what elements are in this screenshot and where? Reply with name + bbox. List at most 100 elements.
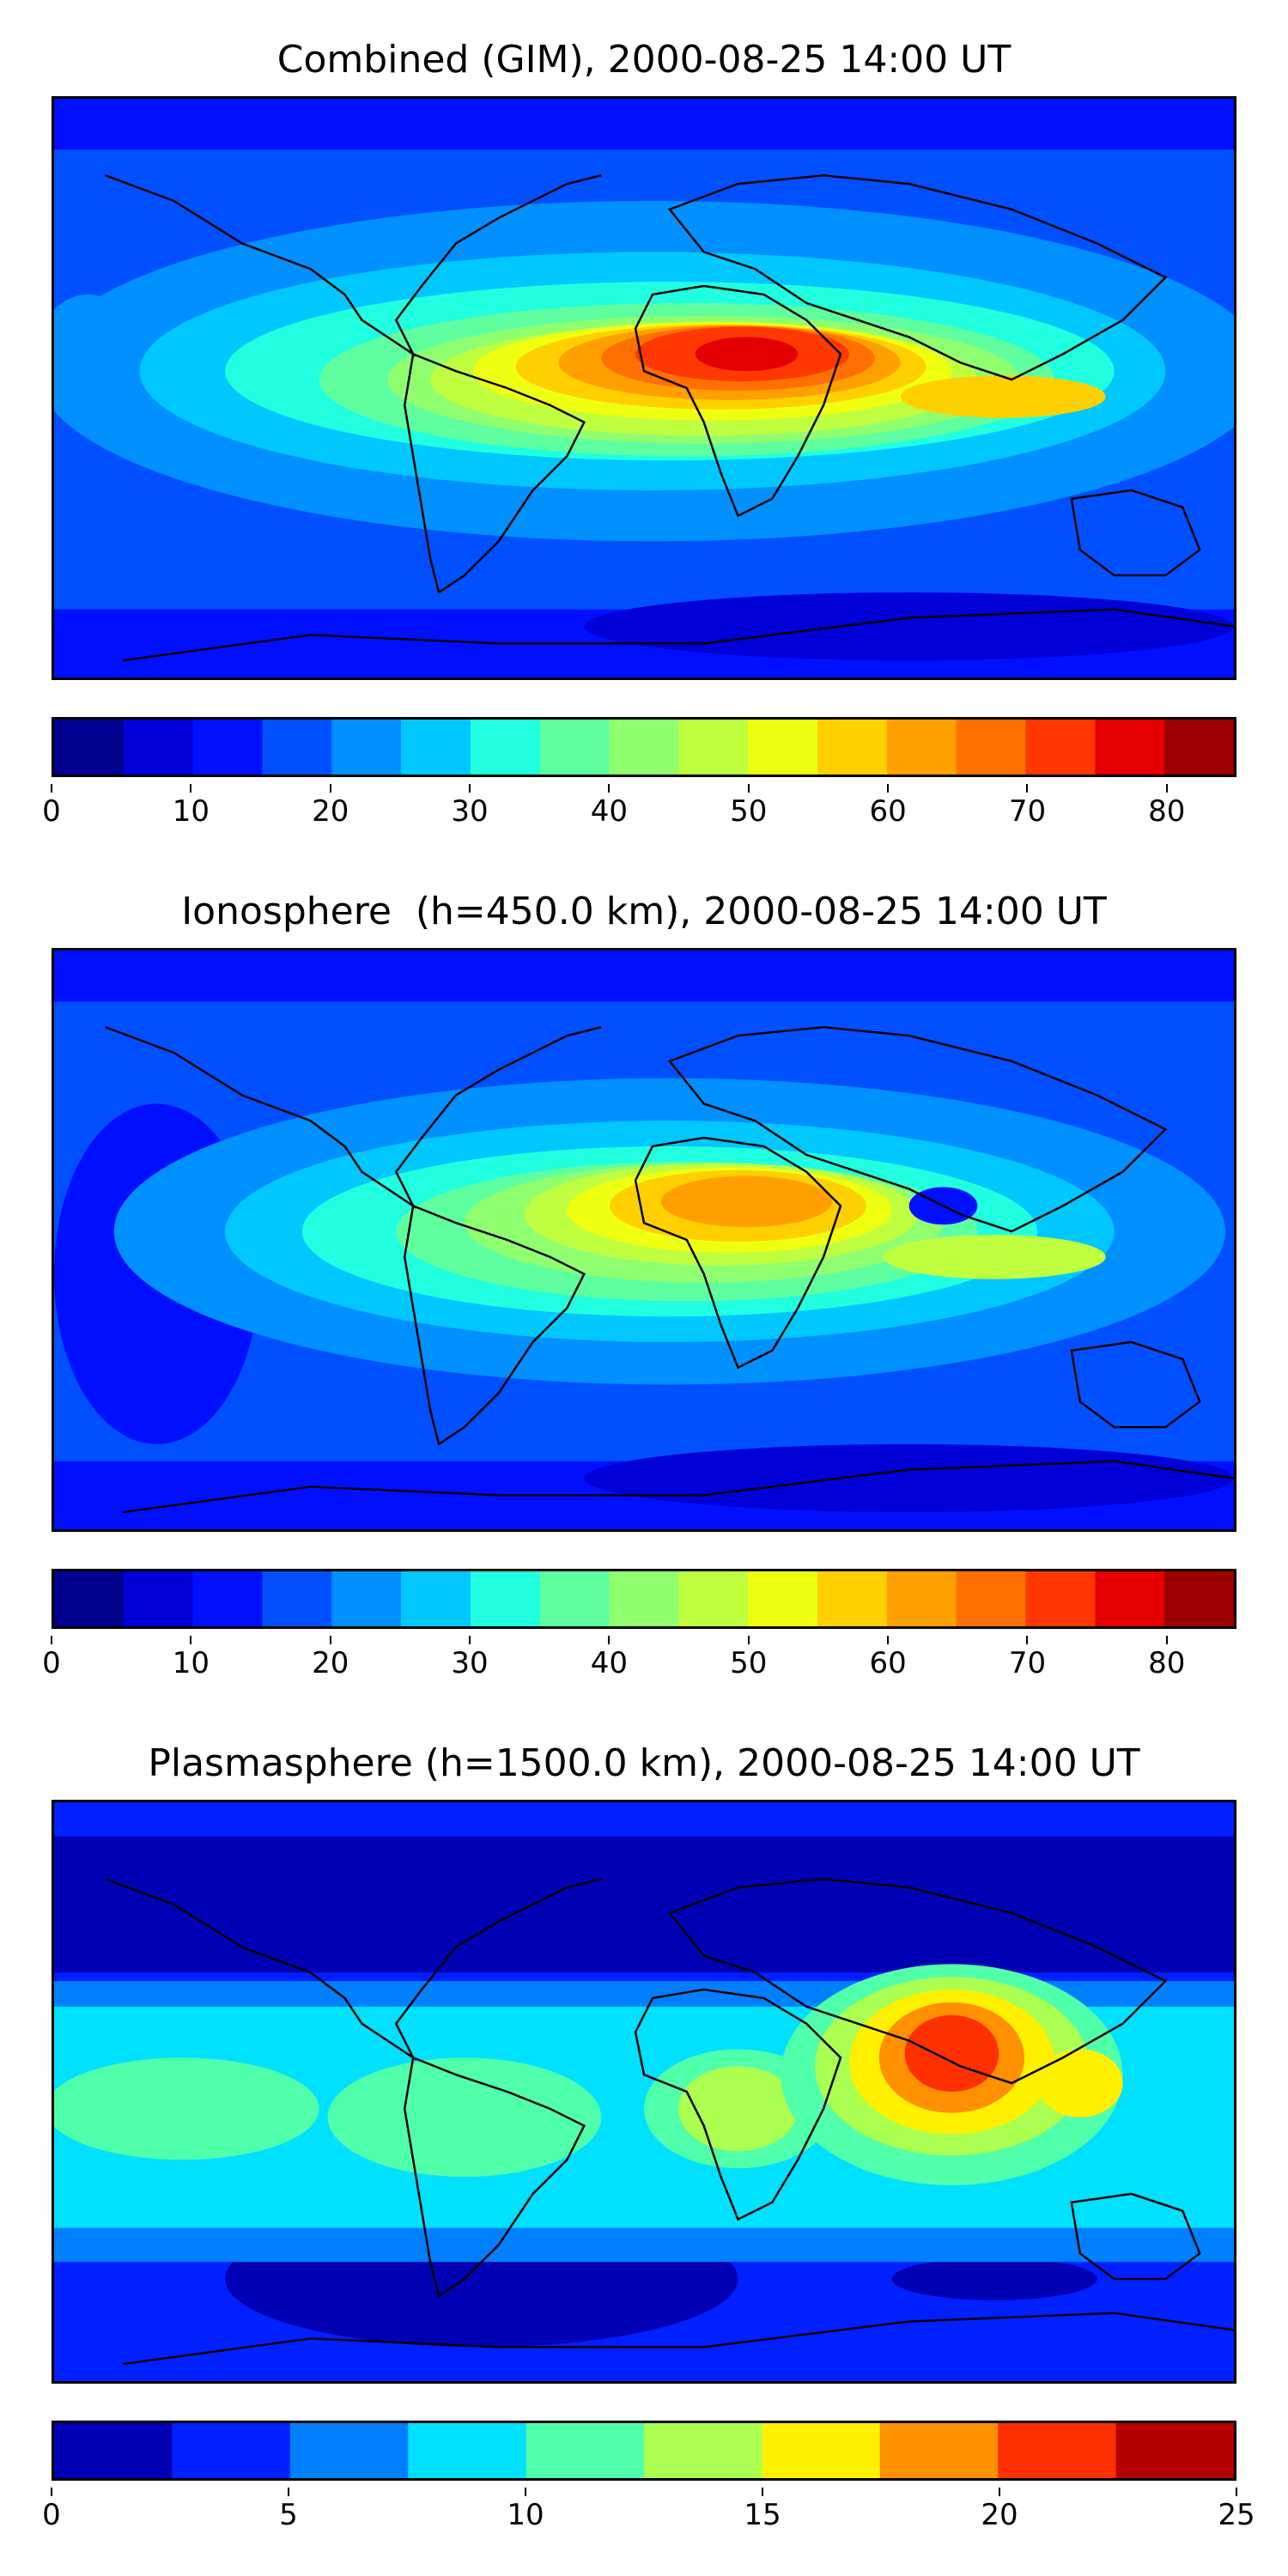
colorbar-segment	[192, 1571, 263, 1626]
colorbar-tick-label: 20	[312, 1646, 349, 1680]
colorbar-tick-mark	[999, 2488, 1000, 2496]
colorbar-segment	[678, 1571, 749, 1626]
colorbar-tick-label: 0	[42, 794, 61, 829]
colorbar-tick-mark	[747, 784, 750, 793]
colorbar-tick-mark	[887, 784, 890, 793]
colorbar-segment	[678, 720, 749, 775]
colorbar-segment	[748, 720, 818, 775]
colorbar-segment	[879, 2423, 999, 2478]
colorbar-tick-mark	[51, 1636, 52, 1644]
colorbar-segment	[956, 1571, 1027, 1626]
colorbar-ticks-combined: 0 10 20 30 40 50 60 70 80	[42, 784, 1236, 837]
colorbar-tick-label: 80	[1148, 1646, 1186, 1680]
colorbar-tick-mark	[288, 2488, 289, 2496]
colorbar-ticks-plasmasphere: 0 5 10 15 20 25	[42, 2488, 1255, 2541]
colorbar-segment	[1025, 720, 1096, 775]
colorbar-segment	[956, 720, 1027, 775]
colorbar-segment	[54, 1571, 125, 1626]
colorbar-segment	[331, 1571, 402, 1626]
colorbar-tick-mark	[190, 1636, 192, 1644]
colorbar-segment	[408, 2423, 527, 2478]
colorbar-segment	[539, 720, 611, 775]
colorbar-segment	[526, 2423, 645, 2478]
colorbar-tick-label: 20	[312, 794, 349, 829]
colorbar-tick-label: 20	[981, 2498, 1018, 2532]
colorbar-segment	[172, 2423, 291, 2478]
colorbar-segment	[470, 1571, 541, 1626]
colorbar-tick-label: 70	[1008, 1646, 1047, 1680]
colorbar-segment	[1025, 1571, 1096, 1626]
map-combined-tec	[52, 96, 1236, 680]
colorbar-segment	[609, 1571, 679, 1626]
colorbar-segment	[123, 720, 194, 775]
colorbar-tick-label: 50	[730, 794, 768, 829]
colorbar-tick-mark	[190, 784, 192, 793]
colorbar-segment	[289, 2423, 409, 2478]
colorbar-tick-mark	[747, 1636, 750, 1644]
colorbar-tick-mark	[608, 784, 611, 793]
colorbar-tick-label: 5	[279, 2498, 298, 2532]
colorbar-segment	[609, 720, 679, 775]
colorbar-segment	[123, 1571, 194, 1626]
colorbar-segment	[644, 2423, 762, 2478]
colorbar-ionosphere	[52, 1569, 1236, 1629]
panel-title-ionosphere: Ionosphere (h=450.0 km), 2000-08-25 14:0…	[181, 890, 1107, 933]
colorbar-tick-label: 30	[451, 1646, 489, 1680]
colorbar-tick-label: 10	[172, 794, 210, 829]
colorbar-segment	[470, 720, 541, 775]
colorbar-tick-label: 25	[1218, 2498, 1255, 2532]
colorbar-segment	[762, 2423, 881, 2478]
colorbar-tick-mark	[51, 2488, 52, 2496]
colorbar-tick-mark	[1165, 1636, 1168, 1644]
colorbar-segment	[1095, 1571, 1165, 1626]
colorbar-segment	[401, 720, 471, 775]
colorbar-segment	[1164, 1571, 1234, 1626]
colorbar-segment	[331, 720, 402, 775]
colorbar-tick-label: 0	[42, 1646, 61, 1680]
panel-title-plasmasphere: Plasmasphere (h=1500.0 km), 2000-08-25 1…	[148, 1741, 1140, 1785]
colorbar-tick-label: 40	[590, 794, 629, 829]
colorbar-tick-mark	[608, 1636, 611, 1644]
colorbar-segment	[1164, 720, 1234, 775]
colorbar-tick-mark	[525, 2488, 526, 2496]
colorbar-tick-label: 10	[507, 2498, 544, 2532]
colorbar-tick-label: 40	[590, 1646, 629, 1680]
colorbar-tick-mark	[1026, 784, 1029, 793]
colorbar-tick-mark	[1165, 784, 1168, 793]
map-ionosphere-tec	[52, 948, 1236, 1532]
colorbar-tick-label: 60	[869, 794, 907, 829]
colorbar-segment	[748, 1571, 818, 1626]
colorbar-segment	[886, 1571, 957, 1626]
colorbar-segment	[817, 1571, 888, 1626]
map-plasmasphere-tec	[52, 1800, 1236, 2384]
colorbar-ticks-ionosphere: 0 10 20 30 40 50 60 70 80	[42, 1636, 1236, 1689]
colorbar-tick-label: 80	[1148, 794, 1186, 829]
colorbar-tick-mark	[887, 1636, 890, 1644]
colorbar-tick-mark	[469, 1636, 471, 1644]
colorbar-tick-label: 0	[42, 2498, 61, 2532]
colorbar-segment	[1095, 720, 1165, 775]
colorbar-segment	[539, 1571, 611, 1626]
colorbar-tick-label: 30	[451, 794, 489, 829]
colorbar-plasmasphere	[52, 2421, 1236, 2481]
colorbar-segment	[817, 720, 888, 775]
colorbar-tick-mark	[329, 1636, 331, 1644]
colorbar-tick-mark	[762, 2488, 763, 2496]
colorbar-segment	[262, 720, 332, 775]
colorbar-tick-label: 15	[744, 2498, 781, 2532]
colorbar-segment	[1115, 2423, 1234, 2478]
colorbar-segment	[192, 720, 263, 775]
colorbar-tick-mark	[1236, 2488, 1237, 2496]
panel-title-combined: Combined (GIM), 2000-08-25 14:00 UT	[276, 38, 1012, 82]
colorbar-tick-mark	[329, 784, 331, 793]
colorbar-tick-label: 10	[172, 1646, 210, 1680]
colorbar-tick-label: 60	[869, 1646, 907, 1680]
colorbar-tick-mark	[469, 784, 471, 793]
colorbar-segment	[54, 720, 125, 775]
colorbar-tick-mark	[51, 784, 52, 793]
colorbar-combined	[52, 717, 1236, 777]
colorbar-segment	[262, 1571, 332, 1626]
colorbar-tick-mark	[1026, 1636, 1029, 1644]
colorbar-segment	[54, 2423, 173, 2478]
colorbar-segment	[886, 720, 957, 775]
